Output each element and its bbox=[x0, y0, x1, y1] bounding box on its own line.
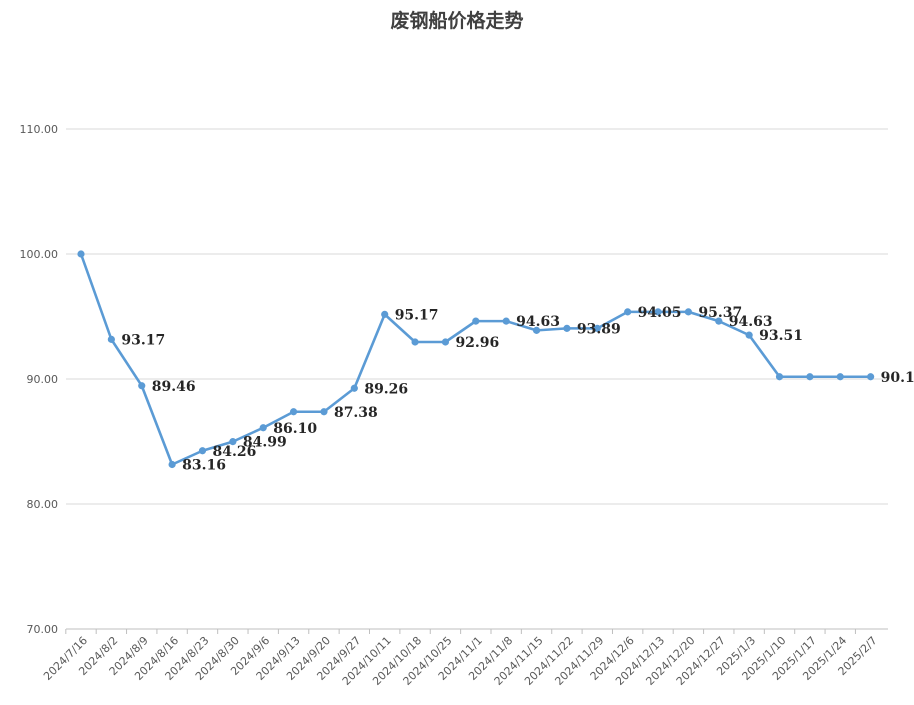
data-point bbox=[289, 408, 298, 416]
data-label: 89.26 bbox=[364, 381, 408, 397]
data-point bbox=[563, 324, 571, 332]
data-point bbox=[411, 338, 419, 346]
data-point bbox=[502, 317, 510, 325]
data-point bbox=[624, 308, 632, 316]
data-point bbox=[198, 447, 207, 455]
x-axis: 2024/7/162024/8/22024/8/92024/8/162024/8… bbox=[41, 634, 880, 688]
series-line bbox=[79, 252, 872, 466]
data-label: 89.46 bbox=[152, 379, 196, 395]
data-label: 94.63 bbox=[729, 314, 773, 330]
data-point bbox=[593, 324, 601, 332]
y-tick-label: 90.00 bbox=[27, 373, 59, 386]
data-label: 90.18 bbox=[881, 370, 914, 386]
data-label: 83.16 bbox=[182, 458, 226, 474]
data-point bbox=[867, 373, 875, 381]
data-point bbox=[775, 373, 784, 381]
data-point bbox=[259, 424, 267, 432]
data-label: 93.17 bbox=[121, 332, 165, 348]
data-label: 93.89 bbox=[577, 321, 621, 337]
series-line-path bbox=[79, 252, 872, 466]
data-label: 93.51 bbox=[759, 328, 803, 344]
y-tick-label: 80.00 bbox=[27, 498, 59, 511]
data-point bbox=[381, 310, 389, 318]
y-tick-label: 100.00 bbox=[20, 248, 59, 261]
data-point bbox=[138, 382, 146, 390]
data-point bbox=[684, 308, 693, 316]
y-tick-label: 110.00 bbox=[20, 123, 59, 136]
y-axis: 70.00 80.00 90.00 100.00 110.00 bbox=[20, 123, 59, 636]
data-point bbox=[350, 384, 358, 392]
data-label: 87.38 bbox=[334, 405, 378, 421]
data-label: 95.17 bbox=[395, 307, 439, 323]
data-point bbox=[472, 317, 480, 325]
data-point bbox=[532, 326, 541, 334]
data-label: 94.05 bbox=[638, 305, 682, 321]
data-label: 95.37 bbox=[698, 305, 742, 321]
gridlines bbox=[65, 128, 888, 634]
data-point bbox=[77, 250, 85, 258]
data-label: 86.10 bbox=[273, 421, 317, 437]
data-label: 84.26 bbox=[212, 444, 256, 460]
data-point bbox=[229, 438, 237, 446]
data-point bbox=[320, 408, 328, 416]
data-label: 92.96 bbox=[455, 335, 499, 351]
data-point bbox=[168, 460, 176, 469]
data-point bbox=[654, 308, 662, 316]
data-point bbox=[715, 317, 723, 325]
data-points bbox=[77, 250, 875, 469]
y-tick-label: 70.00 bbox=[27, 623, 59, 636]
data-point bbox=[441, 338, 450, 346]
chart-title: 废钢船价格走势 bbox=[390, 10, 524, 32]
data-point bbox=[836, 373, 844, 381]
data-point bbox=[107, 335, 115, 343]
data-label: 84.99 bbox=[243, 435, 287, 451]
data-point bbox=[806, 373, 814, 381]
data-label: 94.63 bbox=[516, 314, 560, 330]
data-point bbox=[745, 331, 753, 339]
